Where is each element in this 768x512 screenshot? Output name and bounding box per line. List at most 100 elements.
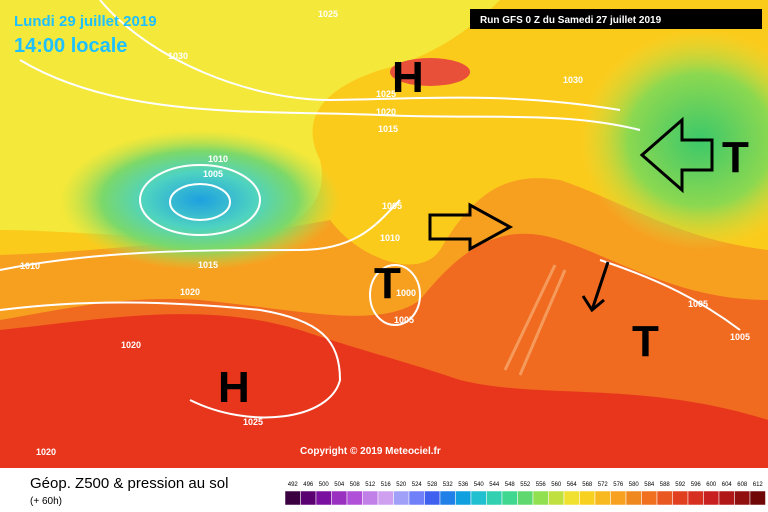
scale-swatch: [501, 490, 518, 506]
pressure-system: T: [722, 133, 749, 182]
scale-label: 612: [753, 482, 764, 488]
scale-label: 536: [458, 482, 469, 488]
scale-swatch: [687, 490, 704, 506]
isobar-label: 1015: [198, 260, 218, 270]
scale-label: 556: [536, 482, 547, 488]
local-time: 14:00 locale: [14, 35, 127, 57]
scale-label: 496: [303, 482, 314, 488]
pressure-system: H: [392, 53, 424, 102]
scale-label: 584: [644, 482, 655, 488]
isobar-label: 1005: [382, 201, 402, 211]
scale-label: 524: [412, 482, 423, 488]
pressure-system: T: [632, 317, 659, 366]
isobar: [369, 264, 421, 326]
scale-swatch: [517, 490, 534, 506]
flow-hint: [503, 264, 567, 376]
scale-label: 576: [613, 482, 624, 488]
scale-label: 592: [675, 482, 686, 488]
isobar-label: 1005: [730, 332, 750, 342]
scale-swatch: [470, 490, 487, 506]
scale-swatch: [331, 490, 348, 506]
scale-label: 568: [582, 482, 593, 488]
scale-swatch: [532, 490, 549, 506]
scale-label: 492: [288, 482, 299, 488]
isobar: [99, 0, 621, 111]
run-label: Run GFS 0 Z du Samedi 27 juillet 2019: [480, 15, 662, 26]
scale-swatch: [408, 490, 425, 506]
pressure-system: T: [374, 259, 401, 308]
scale-label: 528: [427, 482, 438, 488]
scale-label: 500: [319, 482, 330, 488]
isobar-label: 1020: [180, 287, 200, 297]
isobar-label: 1010: [380, 233, 400, 243]
scale-label: 532: [443, 482, 454, 488]
scale-label: 512: [365, 482, 376, 488]
scale-swatch: [579, 490, 596, 506]
date: Lundi 29 juillet 2019: [14, 13, 157, 30]
scale-swatch: [315, 490, 332, 506]
isobar: [139, 164, 261, 236]
scale-label: 516: [381, 482, 392, 488]
isobar-label: 1010: [20, 261, 40, 271]
run-box: [470, 9, 762, 29]
scale-label: 520: [396, 482, 407, 488]
scale-label: 548: [505, 482, 516, 488]
scale-swatch: [548, 490, 565, 506]
arrow: [639, 116, 714, 194]
isobar-label: 1020: [121, 340, 141, 350]
scale-label: 604: [722, 482, 733, 488]
scale-label: 540: [474, 482, 485, 488]
scale-swatch: [362, 490, 379, 506]
isobar-label: 1030: [563, 75, 583, 85]
scale-label: 572: [598, 482, 609, 488]
isobar-label: 1025: [318, 9, 338, 19]
isobar-label: 1005: [203, 169, 223, 179]
scale-label: 588: [660, 482, 671, 488]
scale-swatch: [455, 490, 472, 506]
scale-swatch: [377, 490, 394, 506]
scale-swatch: [300, 490, 317, 506]
high-core: [390, 58, 470, 86]
scale-label: 596: [691, 482, 702, 488]
scale-swatch: [734, 490, 751, 506]
scale-swatch: [563, 490, 580, 506]
isobar-label: 1000: [396, 288, 416, 298]
scale-label: 608: [737, 482, 748, 488]
legend-subtitle: (+ 60h): [30, 496, 62, 507]
scale-swatch: [486, 490, 503, 506]
isobar-label: 1020: [376, 107, 396, 117]
isobar-label: 1020: [36, 447, 56, 457]
scale-swatch: [439, 490, 456, 506]
scale-label: 564: [567, 482, 578, 488]
copyright: Copyright © 2019 Meteociel.fr: [300, 446, 441, 457]
legend-title: Géop. Z500 & pression au sol: [30, 475, 228, 492]
scale-swatch: [672, 490, 689, 506]
pressure-system: H: [218, 363, 250, 412]
scale-swatch: [346, 490, 363, 506]
scale-swatch: [656, 490, 673, 506]
scale-label: 544: [489, 482, 500, 488]
scale-label: 552: [520, 482, 531, 488]
arrow: [581, 261, 610, 313]
scale-swatch: [718, 490, 735, 506]
scale-swatch: [594, 490, 611, 506]
scale-label: 508: [350, 482, 361, 488]
scale-label: 504: [334, 482, 345, 488]
isobar-label: 1005: [394, 315, 414, 325]
isobar-label: 1030: [168, 51, 188, 61]
isobar-label: 1025: [243, 417, 263, 427]
isobar: [0, 199, 401, 271]
isobar-label: 1025: [376, 89, 396, 99]
field-red: [0, 314, 768, 468]
scale-swatch: [424, 490, 441, 506]
scale-label: 600: [706, 482, 717, 488]
isobar-label: 1010: [208, 154, 228, 164]
isobar: [599, 259, 741, 331]
low-center: [60, 130, 340, 270]
scale-label: 580: [629, 482, 640, 488]
isobar-label: 1015: [378, 124, 398, 134]
scale-swatch: [610, 490, 627, 506]
isobar: [0, 301, 342, 419]
